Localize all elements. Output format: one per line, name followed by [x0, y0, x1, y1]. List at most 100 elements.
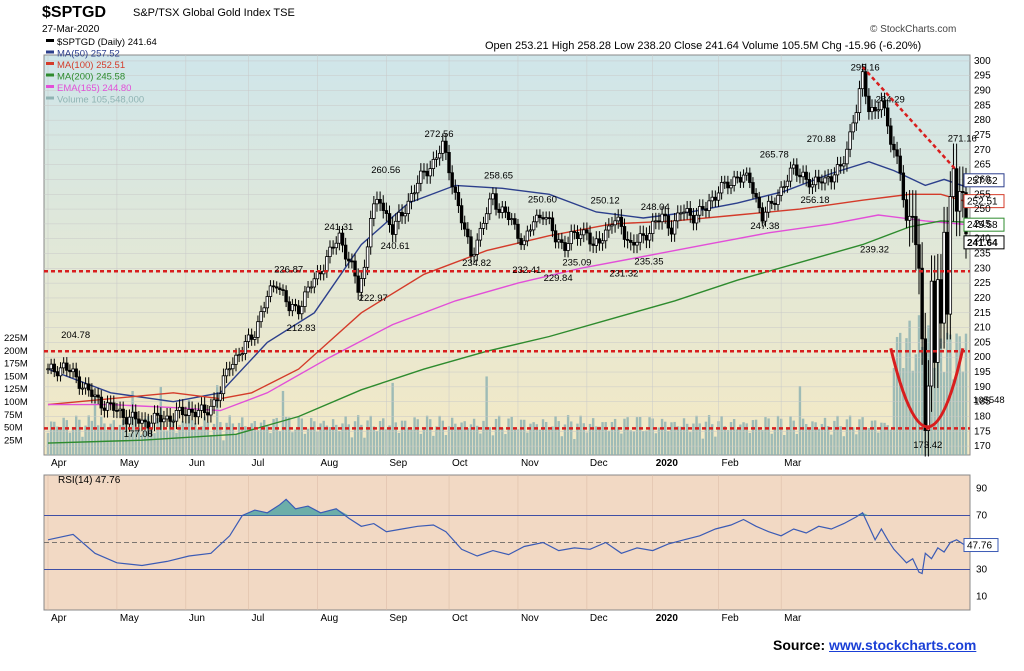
volume-bar — [507, 418, 510, 455]
candle-body — [265, 296, 270, 309]
volume-bar — [68, 432, 72, 455]
volume-bar — [143, 418, 147, 455]
volume-bar — [767, 418, 770, 455]
volume-bar — [74, 415, 78, 455]
candle-body — [741, 174, 746, 183]
volume-bar — [852, 427, 855, 455]
chg-value: -15.96 (-6.20%) — [844, 40, 922, 52]
volume-bar — [485, 376, 488, 455]
candle-body — [738, 177, 743, 183]
candle-body — [625, 239, 630, 241]
candle-body — [387, 213, 392, 226]
volume-bar — [685, 423, 689, 455]
candle-body — [556, 239, 561, 243]
rsi-value-tag-box — [963, 538, 999, 553]
candle-body — [885, 107, 890, 127]
month-tick-label: Jun — [189, 613, 205, 624]
candle-body — [936, 279, 940, 363]
volume-bar — [946, 332, 949, 455]
volume-bar — [347, 424, 350, 455]
volume-bar — [501, 427, 504, 455]
candle-body — [854, 112, 859, 124]
price-high-label: 295.16 — [851, 62, 880, 73]
candle-body — [61, 362, 66, 369]
candle-body — [350, 260, 354, 263]
candle-body — [572, 231, 577, 233]
candle-body — [898, 155, 902, 174]
price-low-label: 239.32 — [860, 245, 889, 256]
candle-body — [600, 240, 605, 244]
source-link[interactable]: www.stockcharts.com — [829, 637, 977, 653]
candle-body — [221, 375, 226, 395]
candle-body — [140, 419, 144, 424]
volume-bar — [689, 432, 692, 455]
volume-bar — [842, 436, 846, 455]
candle-body — [929, 280, 934, 387]
volume-bar — [300, 418, 303, 455]
candle-body — [776, 194, 780, 205]
price-tick-label: 185 — [974, 397, 991, 408]
candle-body — [801, 171, 805, 178]
month-tick-label: Apr — [51, 458, 67, 469]
candle-body — [209, 405, 213, 416]
volume-bar — [272, 418, 275, 455]
candle-body — [795, 164, 799, 176]
price-tick-label: 260 — [974, 174, 991, 185]
price-high-label: 248.04 — [641, 202, 670, 213]
candle-body — [879, 100, 884, 111]
volume-bar — [344, 416, 347, 455]
candle-body — [860, 71, 865, 90]
volume-bar — [403, 420, 407, 455]
candle-body — [450, 172, 454, 188]
candle-body — [284, 290, 288, 303]
month-tick-label: Mar — [784, 613, 802, 624]
volume-bar — [306, 428, 310, 455]
volume-bar — [463, 421, 466, 455]
volume-bar — [742, 422, 745, 455]
legend-swatch — [46, 50, 54, 54]
volume-bar — [156, 417, 159, 455]
volume-tick-label: 200M — [4, 346, 28, 357]
volume-bar — [219, 422, 222, 455]
volume-bar — [325, 425, 329, 455]
candle-body — [917, 244, 921, 269]
volume-bar — [952, 379, 955, 455]
moving-average-line — [47, 160, 967, 403]
rsi-tick-label: 70 — [976, 511, 988, 522]
candle-body — [669, 227, 674, 235]
candle-body — [804, 171, 808, 180]
volume-bar — [425, 415, 429, 455]
volume-bar — [482, 420, 485, 455]
candle-body — [475, 239, 479, 255]
candle-body — [716, 192, 721, 201]
volume-bar — [867, 428, 871, 455]
volume-bar — [576, 423, 579, 455]
candle-body — [381, 202, 385, 211]
candle-body — [748, 172, 752, 183]
candle-body — [729, 184, 733, 189]
volume-bar — [892, 367, 896, 455]
candle-body — [525, 230, 530, 242]
volume-bar — [237, 422, 241, 455]
volume-bar — [895, 336, 899, 455]
volume-bar — [811, 421, 814, 455]
month-tick-label: Aug — [320, 458, 338, 469]
volume-bar — [429, 419, 432, 455]
candle-body — [603, 229, 608, 242]
candle-body — [594, 238, 598, 246]
price-tick-label: 175 — [974, 426, 991, 437]
volume-bar — [820, 423, 824, 455]
candle-body — [93, 394, 97, 397]
price-tick-label: 180 — [974, 411, 991, 422]
candle-body — [932, 280, 937, 363]
candle-body — [763, 211, 768, 222]
volume-bar — [382, 418, 385, 455]
volume-bar — [535, 424, 538, 455]
price-low-label: 256.18 — [800, 195, 829, 206]
volume-bar — [902, 368, 905, 455]
price-low-label: 240.61 — [381, 241, 410, 252]
volume-bar — [783, 435, 786, 455]
candle-body — [152, 412, 157, 424]
candle-body — [657, 220, 661, 223]
volume-bar — [751, 420, 755, 455]
